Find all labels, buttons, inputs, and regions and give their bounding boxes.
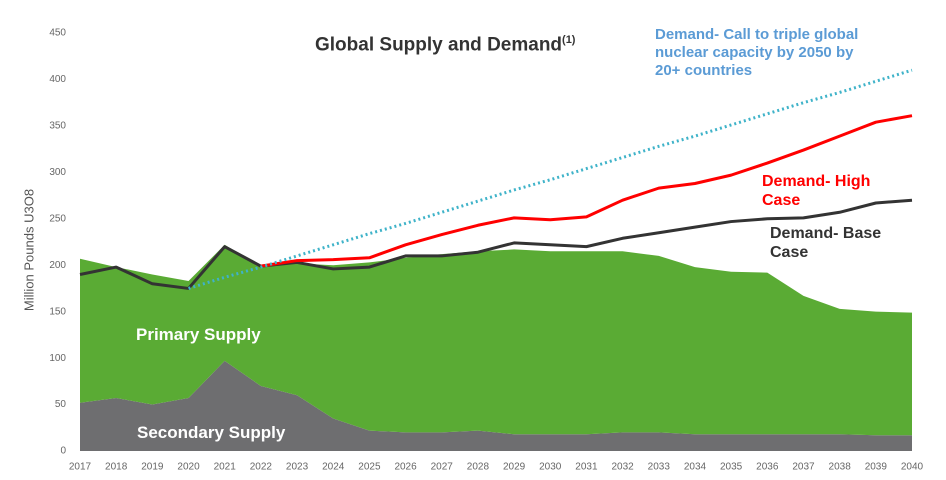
x-tick-label: 2018 [105,462,128,473]
chart-title: Global Supply and Demand [315,34,563,56]
annotation: Secondary Supply [137,423,286,442]
x-tick-label: 2023 [286,462,309,473]
x-tick-label: 2035 [720,462,743,473]
line [188,68,913,290]
x-tick-label: 2029 [503,462,526,473]
x-tick-label: 2022 [250,462,273,473]
x-tick-label: 2031 [575,462,598,473]
annotation: Primary Supply [136,325,261,344]
x-tick-label: 2028 [467,462,490,473]
x-tick-label: 2027 [431,462,454,473]
x-tick-label: 2040 [901,462,924,473]
y-tick-label: 300 [49,167,66,178]
x-tick-label: 2024 [322,462,345,473]
x-tick-label: 2020 [177,462,200,473]
x-tick-label: 2030 [539,462,562,473]
x-tick-label: 2033 [648,462,671,473]
line [260,114,913,268]
x-tick-label: 2019 [141,462,164,473]
line [79,198,913,290]
y-tick-label: 0 [60,446,66,457]
y-axis-title: Million Pounds U3O8 [21,189,36,311]
y-tick-label: 50 [55,399,67,410]
y-tick-label: 450 [49,28,66,39]
x-tick-label: 2039 [865,462,888,473]
x-tick-label: 2017 [69,462,92,473]
x-tick-label: 2034 [684,462,707,473]
x-tick-label: 2032 [611,462,634,473]
x-tick-label: 2026 [394,462,417,473]
x-tick-label: 2021 [214,462,237,473]
x-tick-label: 2025 [358,462,381,473]
x-tick-label: 2037 [792,462,815,473]
annotation: Demand- High Case [762,173,871,210]
area [80,244,912,436]
area [80,360,912,451]
y-tick-label: 350 [49,121,66,132]
annotation: Demand- Base Case [770,225,882,262]
y-tick-label: 400 [49,74,66,85]
y-tick-label: 150 [49,306,66,317]
x-tick-label: 2036 [756,462,779,473]
y-tick-label: 100 [49,353,66,364]
annotation: Demand- Call to triple global nuclear ca… [655,26,859,79]
chart-title-block: Global Supply and Demand(1) [315,34,575,57]
x-tick-label: 2038 [829,462,852,473]
y-tick-label: 200 [49,260,66,271]
y-tick-label: 250 [49,213,66,224]
title-note: (1) [562,34,576,46]
